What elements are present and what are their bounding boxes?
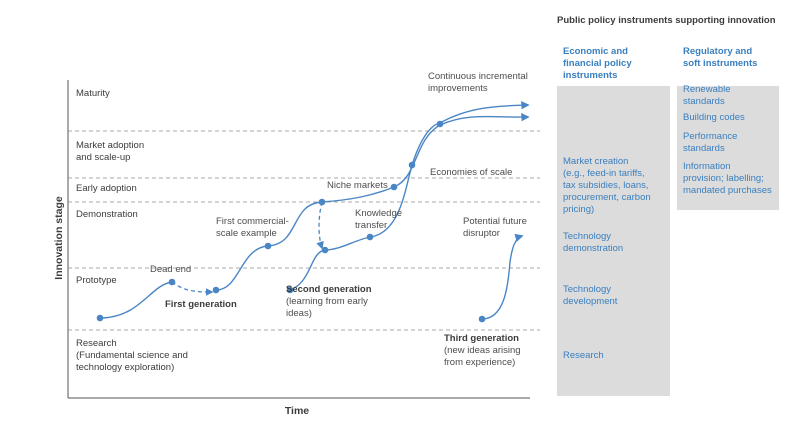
economic-item-research: Research bbox=[563, 350, 604, 361]
label-potential-disruptor: Potential future disruptor bbox=[463, 216, 527, 239]
node-third-generation bbox=[478, 315, 486, 323]
y-axis-title: Innovation stage bbox=[53, 196, 65, 280]
regulatory-item-renewable: Renewable standards bbox=[683, 84, 731, 107]
regulatory-item-performance: Performance standards bbox=[683, 131, 737, 154]
policy-panel-title: Public policy instruments supporting inn… bbox=[557, 15, 776, 26]
node-demo-transfer bbox=[318, 198, 326, 206]
dead-end-dashed bbox=[171, 281, 214, 296]
label-first-generation: First generation bbox=[165, 299, 237, 310]
stage-demonstration: Demonstration bbox=[76, 209, 138, 220]
regulatory-panel-bg bbox=[677, 86, 779, 210]
stage-market-adoption: Market adoption and scale-up bbox=[76, 140, 144, 163]
curve-first-commercial bbox=[215, 113, 530, 291]
curve-third-generation bbox=[481, 233, 524, 320]
label-dead-end: Dead end bbox=[150, 264, 191, 275]
node-economies bbox=[408, 161, 416, 169]
economic-item-tech-development: Technology development bbox=[563, 284, 618, 307]
stage-maturity: Maturity bbox=[76, 88, 110, 99]
regulatory-item-information: Information provision; labelling; mandated… bbox=[683, 161, 772, 196]
economic-column-heading: Economic and financial policy instruments bbox=[563, 46, 632, 81]
economic-panel-bg bbox=[557, 86, 670, 396]
stage-prototype: Prototype bbox=[76, 275, 117, 286]
label-third-generation: Third generation (new ideas arising from e… bbox=[444, 333, 521, 368]
node-maturity bbox=[436, 120, 444, 128]
label-economies-of-scale: Economies of scale bbox=[430, 167, 512, 178]
stage-early-adoption: Early adoption bbox=[76, 183, 137, 194]
stage-research: Research (Fundamental science and technolo… bbox=[76, 338, 188, 373]
node-first-generation bbox=[212, 286, 220, 294]
node-first-commercial bbox=[264, 242, 272, 250]
node-second-gen-demo bbox=[321, 246, 329, 254]
node-niche bbox=[390, 183, 398, 191]
knowledge-transfer-dashed bbox=[316, 201, 324, 250]
curve-first-generation bbox=[99, 281, 173, 319]
regulatory-column-heading: Regulatory and soft instruments bbox=[683, 46, 757, 69]
node-dead-end bbox=[168, 278, 176, 286]
label-knowledge-transfer: Knowledge transfer bbox=[355, 208, 402, 231]
label-niche-markets: Niche markets bbox=[327, 180, 388, 191]
node-start bbox=[96, 314, 104, 322]
regulatory-item-building-codes: Building codes bbox=[683, 112, 745, 123]
x-axis-title: Time bbox=[285, 405, 309, 417]
economic-item-tech-demonstration: Technology demonstration bbox=[563, 231, 623, 254]
economic-item-market-creation: Market creation (e.g., feed-in tariffs, ta… bbox=[563, 156, 651, 215]
curve-second-generation bbox=[289, 101, 530, 291]
label-second-generation: Second generation (learning from early ide… bbox=[286, 284, 372, 319]
label-first-commercial: First commercial-scale example bbox=[216, 216, 289, 239]
label-continuous-improvements: Continuous incremental improvements bbox=[428, 71, 528, 94]
node-second-gen-mid bbox=[366, 233, 374, 241]
node-second-gen-start bbox=[286, 286, 294, 294]
